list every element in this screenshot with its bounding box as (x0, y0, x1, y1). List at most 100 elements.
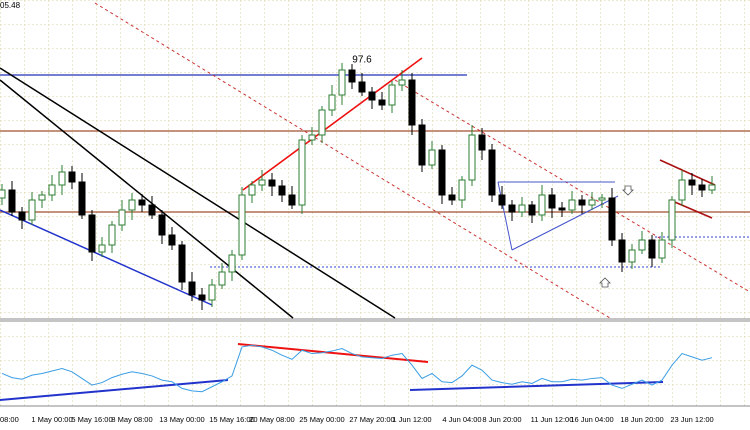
candle-body (108, 224, 116, 246)
candle-body (308, 134, 316, 141)
candle-body (598, 197, 606, 201)
candle-body (78, 181, 86, 216)
channel-line (394, 79, 750, 293)
candle-body (438, 149, 446, 196)
candle-body (698, 184, 706, 191)
candle-body (258, 179, 266, 186)
candle-body (318, 109, 326, 136)
candle-body (218, 271, 226, 286)
candle-body (448, 194, 456, 201)
candle-body (268, 179, 276, 187)
candle-body (58, 171, 66, 186)
candle-body (158, 214, 166, 236)
candle-body (608, 197, 616, 241)
candle-body (538, 194, 546, 216)
candle-body (528, 204, 536, 216)
indicator-grid (0, 322, 750, 406)
candle-body (238, 194, 246, 256)
x-tick-label: 11 Jun 12:00 (531, 415, 574, 424)
x-tick-label: 08:00 (0, 415, 19, 424)
channel-line (659, 159, 716, 186)
candle-body (128, 199, 136, 211)
channel-line (669, 199, 713, 219)
candle-body (428, 149, 436, 166)
candle-body (8, 189, 16, 213)
candle-body (168, 234, 176, 246)
candle-body (578, 199, 586, 206)
x-tick-label: 13 May 00:00 (159, 415, 204, 424)
arrow-down-icon (622, 185, 634, 196)
arrow-up-icon (599, 277, 611, 288)
main-grid (0, 0, 750, 318)
channel-line (94, 2, 611, 319)
candle-body (188, 281, 196, 296)
candle-body (648, 239, 656, 259)
x-tick-label: 20 May 08:00 (249, 415, 294, 424)
triangle-line (511, 195, 619, 251)
candle-body (558, 207, 566, 211)
candle-body (178, 244, 186, 283)
candle-body (118, 209, 126, 226)
x-tick-label: 8 Jun 20:00 (482, 415, 521, 424)
header-text: 05.48 (0, 1, 21, 10)
trend-line (242, 57, 423, 191)
candle-body (208, 284, 216, 301)
candle-body (638, 239, 646, 251)
x-tick-label: 23 Jun 12:00 (670, 415, 713, 424)
x-tick-label: 8 May 08:00 (111, 415, 152, 424)
candle-body (588, 199, 596, 206)
trend-line (0, 209, 213, 306)
candle-body (68, 171, 76, 183)
candle-body (288, 194, 296, 206)
candle-body (48, 184, 56, 196)
indicator-trend (237, 343, 429, 363)
x-tick-label: 27 May 20:00 (349, 415, 394, 424)
x-tick-label: 25 May 00:00 (299, 415, 344, 424)
candle-body (328, 94, 336, 111)
candle-body (468, 134, 476, 181)
candle-body (88, 214, 96, 253)
candle-body (368, 91, 376, 101)
candle-body (628, 249, 636, 263)
x-tick-label: 5 May 16:00 (71, 415, 112, 424)
candle-body (478, 134, 486, 151)
candle-body (498, 194, 506, 206)
x-tick-label: 1 May 00:00 (31, 415, 72, 424)
candle-body (458, 179, 466, 201)
candle-body (548, 194, 556, 209)
candle-body (518, 204, 526, 213)
indicator-trend (409, 381, 664, 391)
candle-body (348, 69, 356, 83)
candle-body (658, 239, 666, 259)
candle-body (338, 69, 346, 96)
candle-body (0, 189, 6, 199)
candle-body (148, 204, 156, 216)
x-tick-label: 16 Jun 04:00 (570, 415, 613, 424)
triangle-line (497, 181, 513, 251)
candle-body (568, 199, 576, 211)
candle-body (488, 149, 496, 196)
trend-line (0, 79, 294, 319)
candle-body (508, 204, 516, 213)
candle-body (198, 294, 206, 301)
candle-body (358, 81, 366, 93)
candle-body (28, 199, 36, 221)
candle-body (618, 239, 626, 263)
candle-body (278, 185, 286, 196)
x-tick-label: 15 May 16:00 (209, 415, 254, 424)
candle-body (138, 199, 146, 206)
candle-body (98, 244, 106, 253)
candle-body (298, 139, 306, 206)
candle-body (378, 99, 386, 106)
candle-body (228, 254, 236, 273)
indicator-line (1, 344, 713, 393)
trend-line (0, 67, 396, 319)
x-tick-label: 18 Jun 20:00 (620, 415, 663, 424)
candle-body (408, 79, 416, 126)
candle-body (38, 194, 46, 201)
candle-body (18, 211, 26, 221)
annotation: 97.6 (352, 55, 372, 66)
candle-body (418, 124, 426, 166)
candle-body (388, 84, 396, 106)
